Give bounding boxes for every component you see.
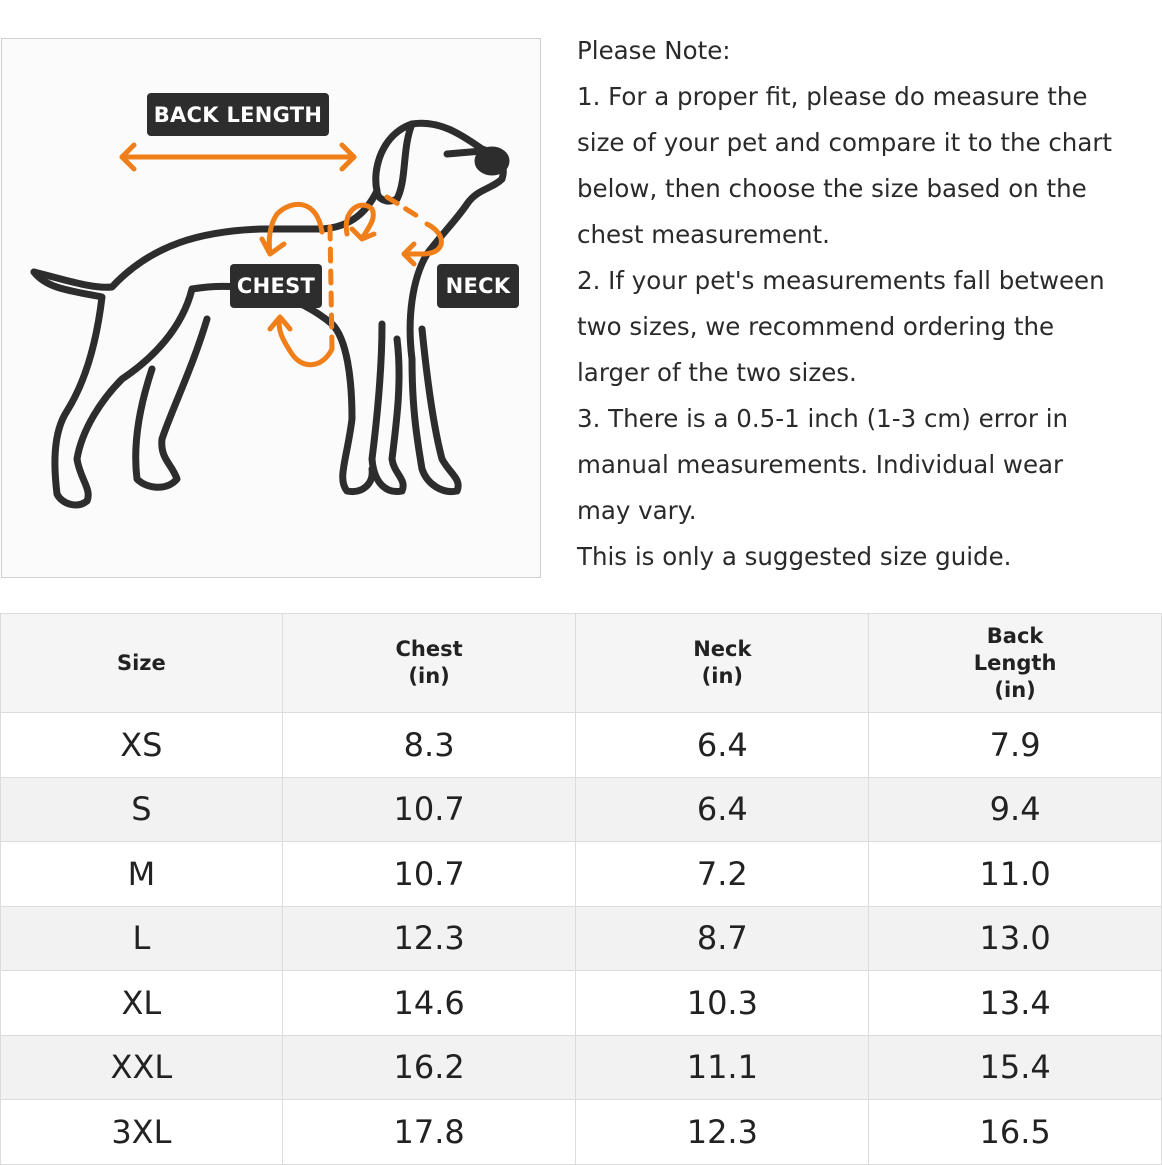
chest-label: CHEST (230, 264, 322, 308)
table-cell: M (0, 841, 283, 907)
column-header: Back Length (in) (868, 613, 1162, 713)
table-row: XL 14.6 10.3 13.4 (0, 970, 1162, 1036)
measurement-arrows (119, 142, 444, 368)
neck-arrow-right (401, 221, 444, 267)
neck-arrow-left (343, 202, 377, 242)
note-line: two sizes, we recommend ordering the (577, 312, 1055, 341)
table-cell: 15.4 (868, 1034, 1162, 1100)
table-cell: 3XL (0, 1099, 283, 1165)
table-cell: 17.8 (281, 1099, 577, 1165)
dog-illustration (30, 119, 510, 509)
table-cell: 16.2 (281, 1034, 577, 1100)
table-header-row: Size Chest (in) Neck (in) Back Length (in) (0, 613, 1162, 713)
table-cell: 14.6 (281, 970, 577, 1036)
note-line: size of your pet and compare it to the c… (577, 128, 1113, 157)
column-header: Chest (in) (281, 613, 577, 713)
notes-heading: Please Note: (577, 36, 731, 65)
table-cell: 11.0 (868, 841, 1162, 907)
chest-arrow-bottom (267, 314, 335, 368)
table-cell: 13.0 (868, 905, 1162, 971)
table-cell: 8.3 (281, 712, 577, 778)
note-line: 2. If your pet's measurements fall betwe… (577, 266, 1105, 295)
table-row: S 10.7 6.4 9.4 (0, 776, 1162, 842)
note-line: below, then choose the size based on the (577, 174, 1087, 203)
note-line: may vary. (577, 496, 697, 525)
table-cell: 6.4 (575, 712, 870, 778)
table-cell: XL (0, 970, 283, 1036)
table-cell: 10.3 (575, 970, 870, 1036)
table-cell: 7.9 (868, 712, 1162, 778)
table-row: 3XL 17.8 12.3 16.5 (0, 1099, 1162, 1165)
note-line: chest measurement. (577, 220, 830, 249)
chest-arrow-top (259, 201, 325, 257)
dog-outline (30, 119, 510, 509)
table-cell: XXL (0, 1034, 283, 1100)
column-header-text: (in) (408, 664, 450, 688)
table-row: XXL 16.2 11.1 15.4 (0, 1034, 1162, 1100)
table-cell: 8.7 (575, 905, 870, 971)
table-cell: 12.3 (575, 1099, 870, 1165)
column-header-text: (in) (701, 664, 743, 688)
note-line: larger of the two sizes. (577, 358, 857, 387)
size-chart-table: Size Chest (in) Neck (in) Back Length (in) XS 8.… (0, 613, 1162, 1165)
column-header-text: Size (116, 650, 166, 675)
table-cell: S (0, 776, 283, 842)
table-row: M 10.7 7.2 11.0 (0, 841, 1162, 907)
table-cell: 6.4 (575, 776, 870, 842)
column-header-text: Length (973, 650, 1057, 675)
column-header: Size (0, 613, 283, 713)
column-header-text: Neck (693, 637, 752, 661)
note-line: This is only a suggested size guide. (577, 542, 1012, 571)
table-cell: 11.1 (575, 1034, 870, 1100)
column-header-text: Chest (395, 637, 463, 661)
table-cell: 16.5 (868, 1099, 1162, 1165)
neck-label: NECK (437, 264, 519, 308)
size-notes: Please Note: 1. For a proper fit, please… (577, 28, 1162, 580)
table-cell: 10.7 (281, 841, 577, 907)
table-cell: XS (0, 712, 283, 778)
table-cell: 12.3 (281, 905, 577, 971)
table-cell: 9.4 (868, 776, 1162, 842)
table-cell: 7.2 (575, 841, 870, 907)
table-cell: L (0, 905, 283, 971)
table-row: XS 8.3 6.4 7.9 (0, 712, 1162, 778)
dog-measurement-diagram: BACK LENGTH CHEST NECK (1, 38, 541, 578)
column-header-text: (in) (994, 677, 1036, 702)
note-line: 3. There is a 0.5-1 inch (1-3 cm) error … (577, 404, 1069, 433)
note-line: 1. For a proper fit, please do measure t… (577, 82, 1088, 111)
table-cell: 10.7 (281, 776, 577, 842)
column-header-text: Back (986, 623, 1044, 648)
back-length-label: BACK LENGTH (147, 93, 329, 136)
note-line: manual measurements. Individual wear (577, 450, 1064, 479)
table-row: L 12.3 8.7 13.0 (0, 905, 1162, 971)
column-header: Neck (in) (575, 613, 870, 713)
table-cell: 13.4 (868, 970, 1162, 1036)
